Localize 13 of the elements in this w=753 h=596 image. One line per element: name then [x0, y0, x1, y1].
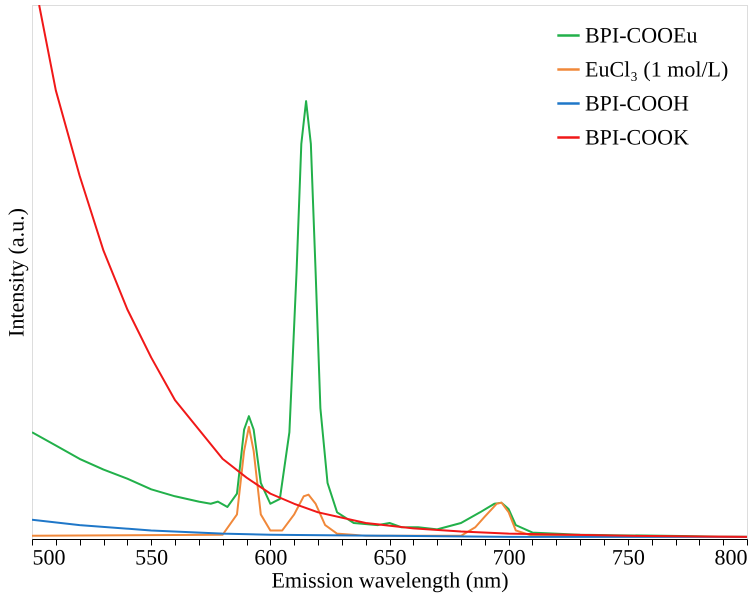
x-tick-label: 800: [714, 544, 748, 570]
x-tick-label: 500: [32, 544, 66, 570]
x-tick-label: 650: [374, 544, 406, 570]
x-axis-title: Emission wavelength (nm): [271, 568, 509, 592]
x-tick-label: 550: [135, 544, 168, 570]
legend-label: BPI-COOK: [585, 124, 690, 150]
legend-label: BPI-COOH: [585, 90, 690, 116]
x-tick-label: 750: [612, 544, 645, 570]
legend-label: BPI-COOEu: [585, 22, 698, 48]
x-tick-label: 600: [254, 544, 288, 570]
x-tick-label: 700: [492, 544, 526, 570]
legend-label: EuCl₃ (1 mol/L): [585, 56, 728, 82]
y-axis-title: Intensity (a.u.): [4, 208, 28, 337]
